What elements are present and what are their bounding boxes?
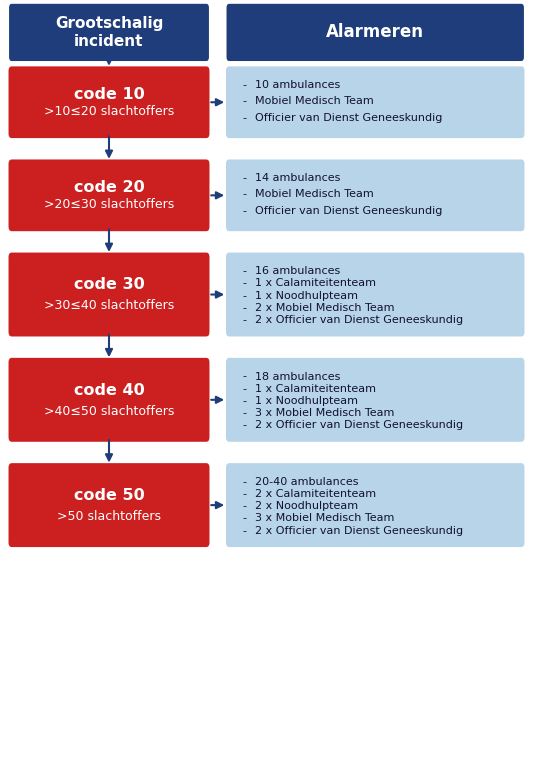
Text: -: -	[243, 189, 247, 199]
FancyBboxPatch shape	[227, 4, 524, 61]
FancyBboxPatch shape	[226, 66, 524, 138]
FancyBboxPatch shape	[226, 358, 524, 442]
FancyBboxPatch shape	[9, 463, 209, 547]
FancyBboxPatch shape	[9, 358, 209, 442]
Text: 2 x Officier van Dienst Geneeskundig: 2 x Officier van Dienst Geneeskundig	[255, 315, 463, 325]
Text: 3 x Mobiel Medisch Team: 3 x Mobiel Medisch Team	[255, 408, 394, 418]
Text: code 20: code 20	[74, 180, 144, 195]
Text: >10≤20 slachtoffers: >10≤20 slachtoffers	[44, 105, 174, 118]
Text: -: -	[243, 408, 247, 418]
Text: -: -	[243, 513, 247, 523]
Text: 2 x Officier van Dienst Geneeskundig: 2 x Officier van Dienst Geneeskundig	[255, 526, 463, 536]
Text: 1 x Noodhulpteam: 1 x Noodhulpteam	[255, 291, 358, 301]
Text: -: -	[243, 384, 247, 394]
Text: >50 slachtoffers: >50 slachtoffers	[57, 510, 161, 523]
Text: 16 ambulances: 16 ambulances	[255, 266, 340, 276]
Text: -: -	[243, 173, 247, 183]
Text: Officier van Dienst Geneeskundig: Officier van Dienst Geneeskundig	[255, 206, 442, 216]
FancyBboxPatch shape	[9, 4, 209, 61]
Text: -: -	[243, 113, 247, 123]
Text: 18 ambulances: 18 ambulances	[255, 372, 340, 382]
Text: -: -	[243, 206, 247, 216]
Text: 1 x Calamiteitenteam: 1 x Calamiteitenteam	[255, 278, 376, 288]
Text: 2 x Calamiteitenteam: 2 x Calamiteitenteam	[255, 489, 376, 499]
Text: -: -	[243, 303, 247, 313]
Text: 10 ambulances: 10 ambulances	[255, 80, 340, 90]
Text: -: -	[243, 80, 247, 90]
Text: -: -	[243, 315, 247, 325]
Text: -: -	[243, 489, 247, 499]
Text: 2 x Mobiel Medisch Team: 2 x Mobiel Medisch Team	[255, 303, 394, 313]
Text: Officier van Dienst Geneeskundig: Officier van Dienst Geneeskundig	[255, 113, 442, 123]
Text: -: -	[243, 477, 247, 487]
Text: code 10: code 10	[74, 87, 144, 101]
Text: 14 ambulances: 14 ambulances	[255, 173, 340, 183]
Text: 2 x Officier van Dienst Geneeskundig: 2 x Officier van Dienst Geneeskundig	[255, 420, 463, 430]
Text: >40≤50 slachtoffers: >40≤50 slachtoffers	[44, 404, 174, 417]
Text: Mobiel Medisch Team: Mobiel Medisch Team	[255, 96, 374, 106]
FancyBboxPatch shape	[9, 66, 209, 138]
Text: -: -	[243, 501, 247, 511]
Text: Alarmeren: Alarmeren	[326, 24, 424, 41]
FancyBboxPatch shape	[9, 159, 209, 231]
Text: -: -	[243, 526, 247, 536]
Text: 3 x Mobiel Medisch Team: 3 x Mobiel Medisch Team	[255, 513, 394, 523]
Text: 1 x Noodhulpteam: 1 x Noodhulpteam	[255, 396, 358, 406]
Text: -: -	[243, 420, 247, 430]
Text: -: -	[243, 278, 247, 288]
FancyBboxPatch shape	[226, 159, 524, 231]
Text: 1 x Calamiteitenteam: 1 x Calamiteitenteam	[255, 384, 376, 394]
Text: >30≤40 slachtoffers: >30≤40 slachtoffers	[44, 299, 174, 312]
Text: -: -	[243, 372, 247, 382]
Text: -: -	[243, 291, 247, 301]
Text: Grootschalig
incident: Grootschalig incident	[55, 15, 163, 50]
Text: code 50: code 50	[74, 488, 144, 503]
Text: 20-40 ambulances: 20-40 ambulances	[255, 477, 358, 487]
Text: code 40: code 40	[74, 382, 144, 398]
FancyBboxPatch shape	[226, 253, 524, 336]
Text: Mobiel Medisch Team: Mobiel Medisch Team	[255, 189, 374, 199]
FancyBboxPatch shape	[226, 463, 524, 547]
Text: 2 x Noodhulpteam: 2 x Noodhulpteam	[255, 501, 358, 511]
Text: -: -	[243, 96, 247, 106]
Text: >20≤30 slachtoffers: >20≤30 slachtoffers	[44, 198, 174, 211]
Text: -: -	[243, 396, 247, 406]
FancyBboxPatch shape	[9, 253, 209, 336]
Text: code 30: code 30	[74, 277, 144, 292]
Text: -: -	[243, 266, 247, 276]
